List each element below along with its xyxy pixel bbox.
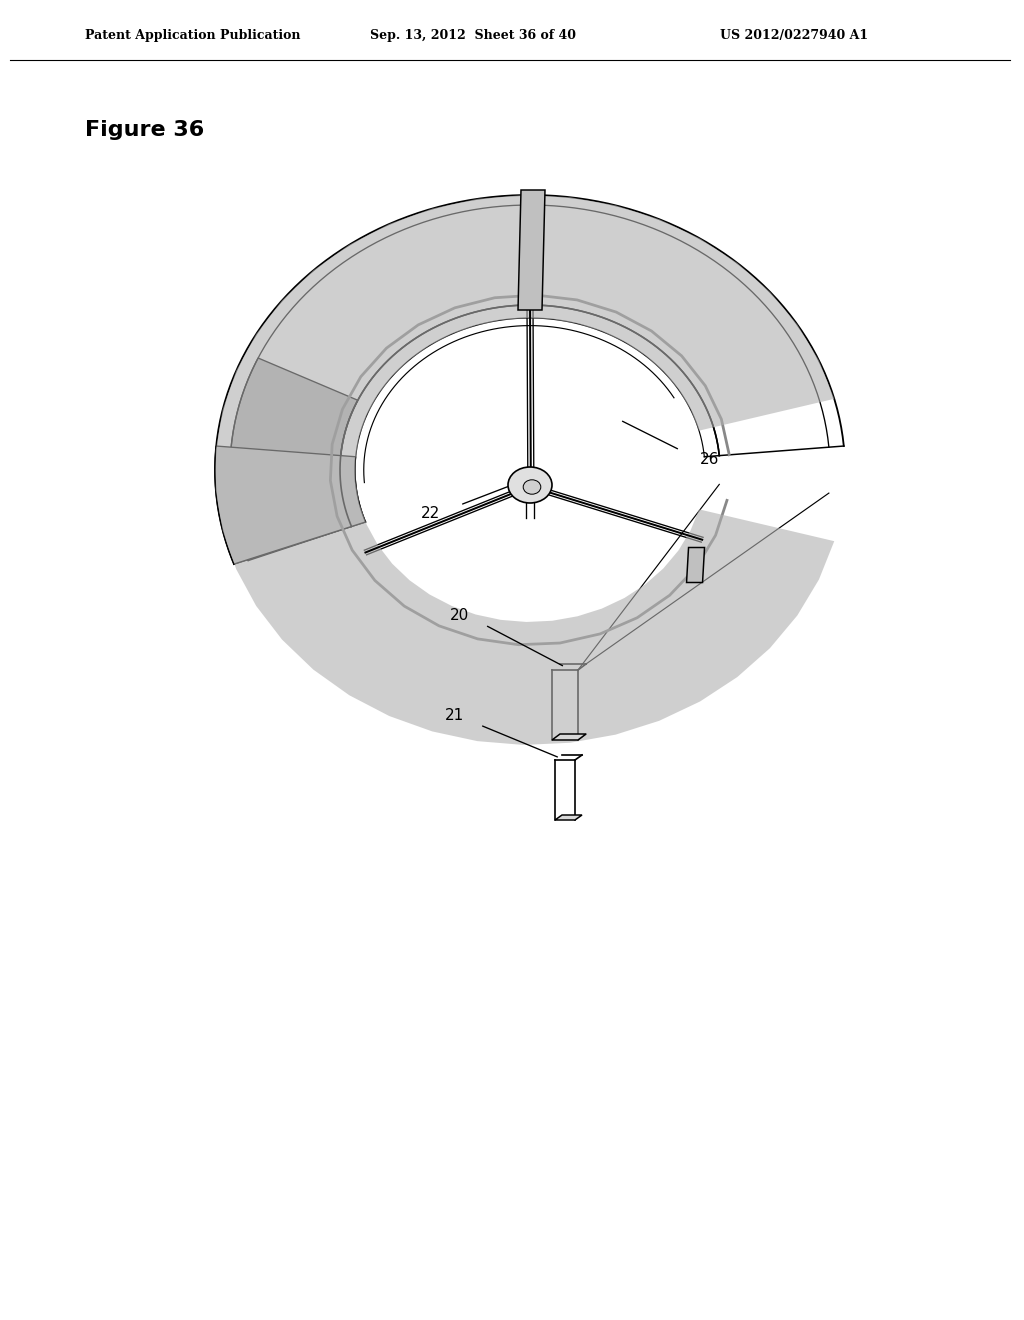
- Text: Figure 36: Figure 36: [85, 120, 204, 140]
- Polygon shape: [216, 195, 835, 744]
- Polygon shape: [555, 814, 582, 820]
- Ellipse shape: [523, 479, 541, 494]
- Text: Patent Application Publication: Patent Application Publication: [85, 29, 300, 41]
- Text: US 2012/0227940 A1: US 2012/0227940 A1: [720, 29, 868, 41]
- Text: 20: 20: [451, 607, 470, 623]
- Text: 26: 26: [700, 453, 720, 467]
- Ellipse shape: [508, 467, 552, 503]
- Text: Sep. 13, 2012  Sheet 36 of 40: Sep. 13, 2012 Sheet 36 of 40: [370, 29, 575, 41]
- Polygon shape: [230, 358, 357, 561]
- Polygon shape: [552, 734, 586, 741]
- Polygon shape: [686, 548, 705, 582]
- Text: 22: 22: [421, 506, 439, 520]
- Polygon shape: [518, 190, 545, 310]
- Text: 21: 21: [445, 708, 465, 722]
- Polygon shape: [215, 446, 366, 564]
